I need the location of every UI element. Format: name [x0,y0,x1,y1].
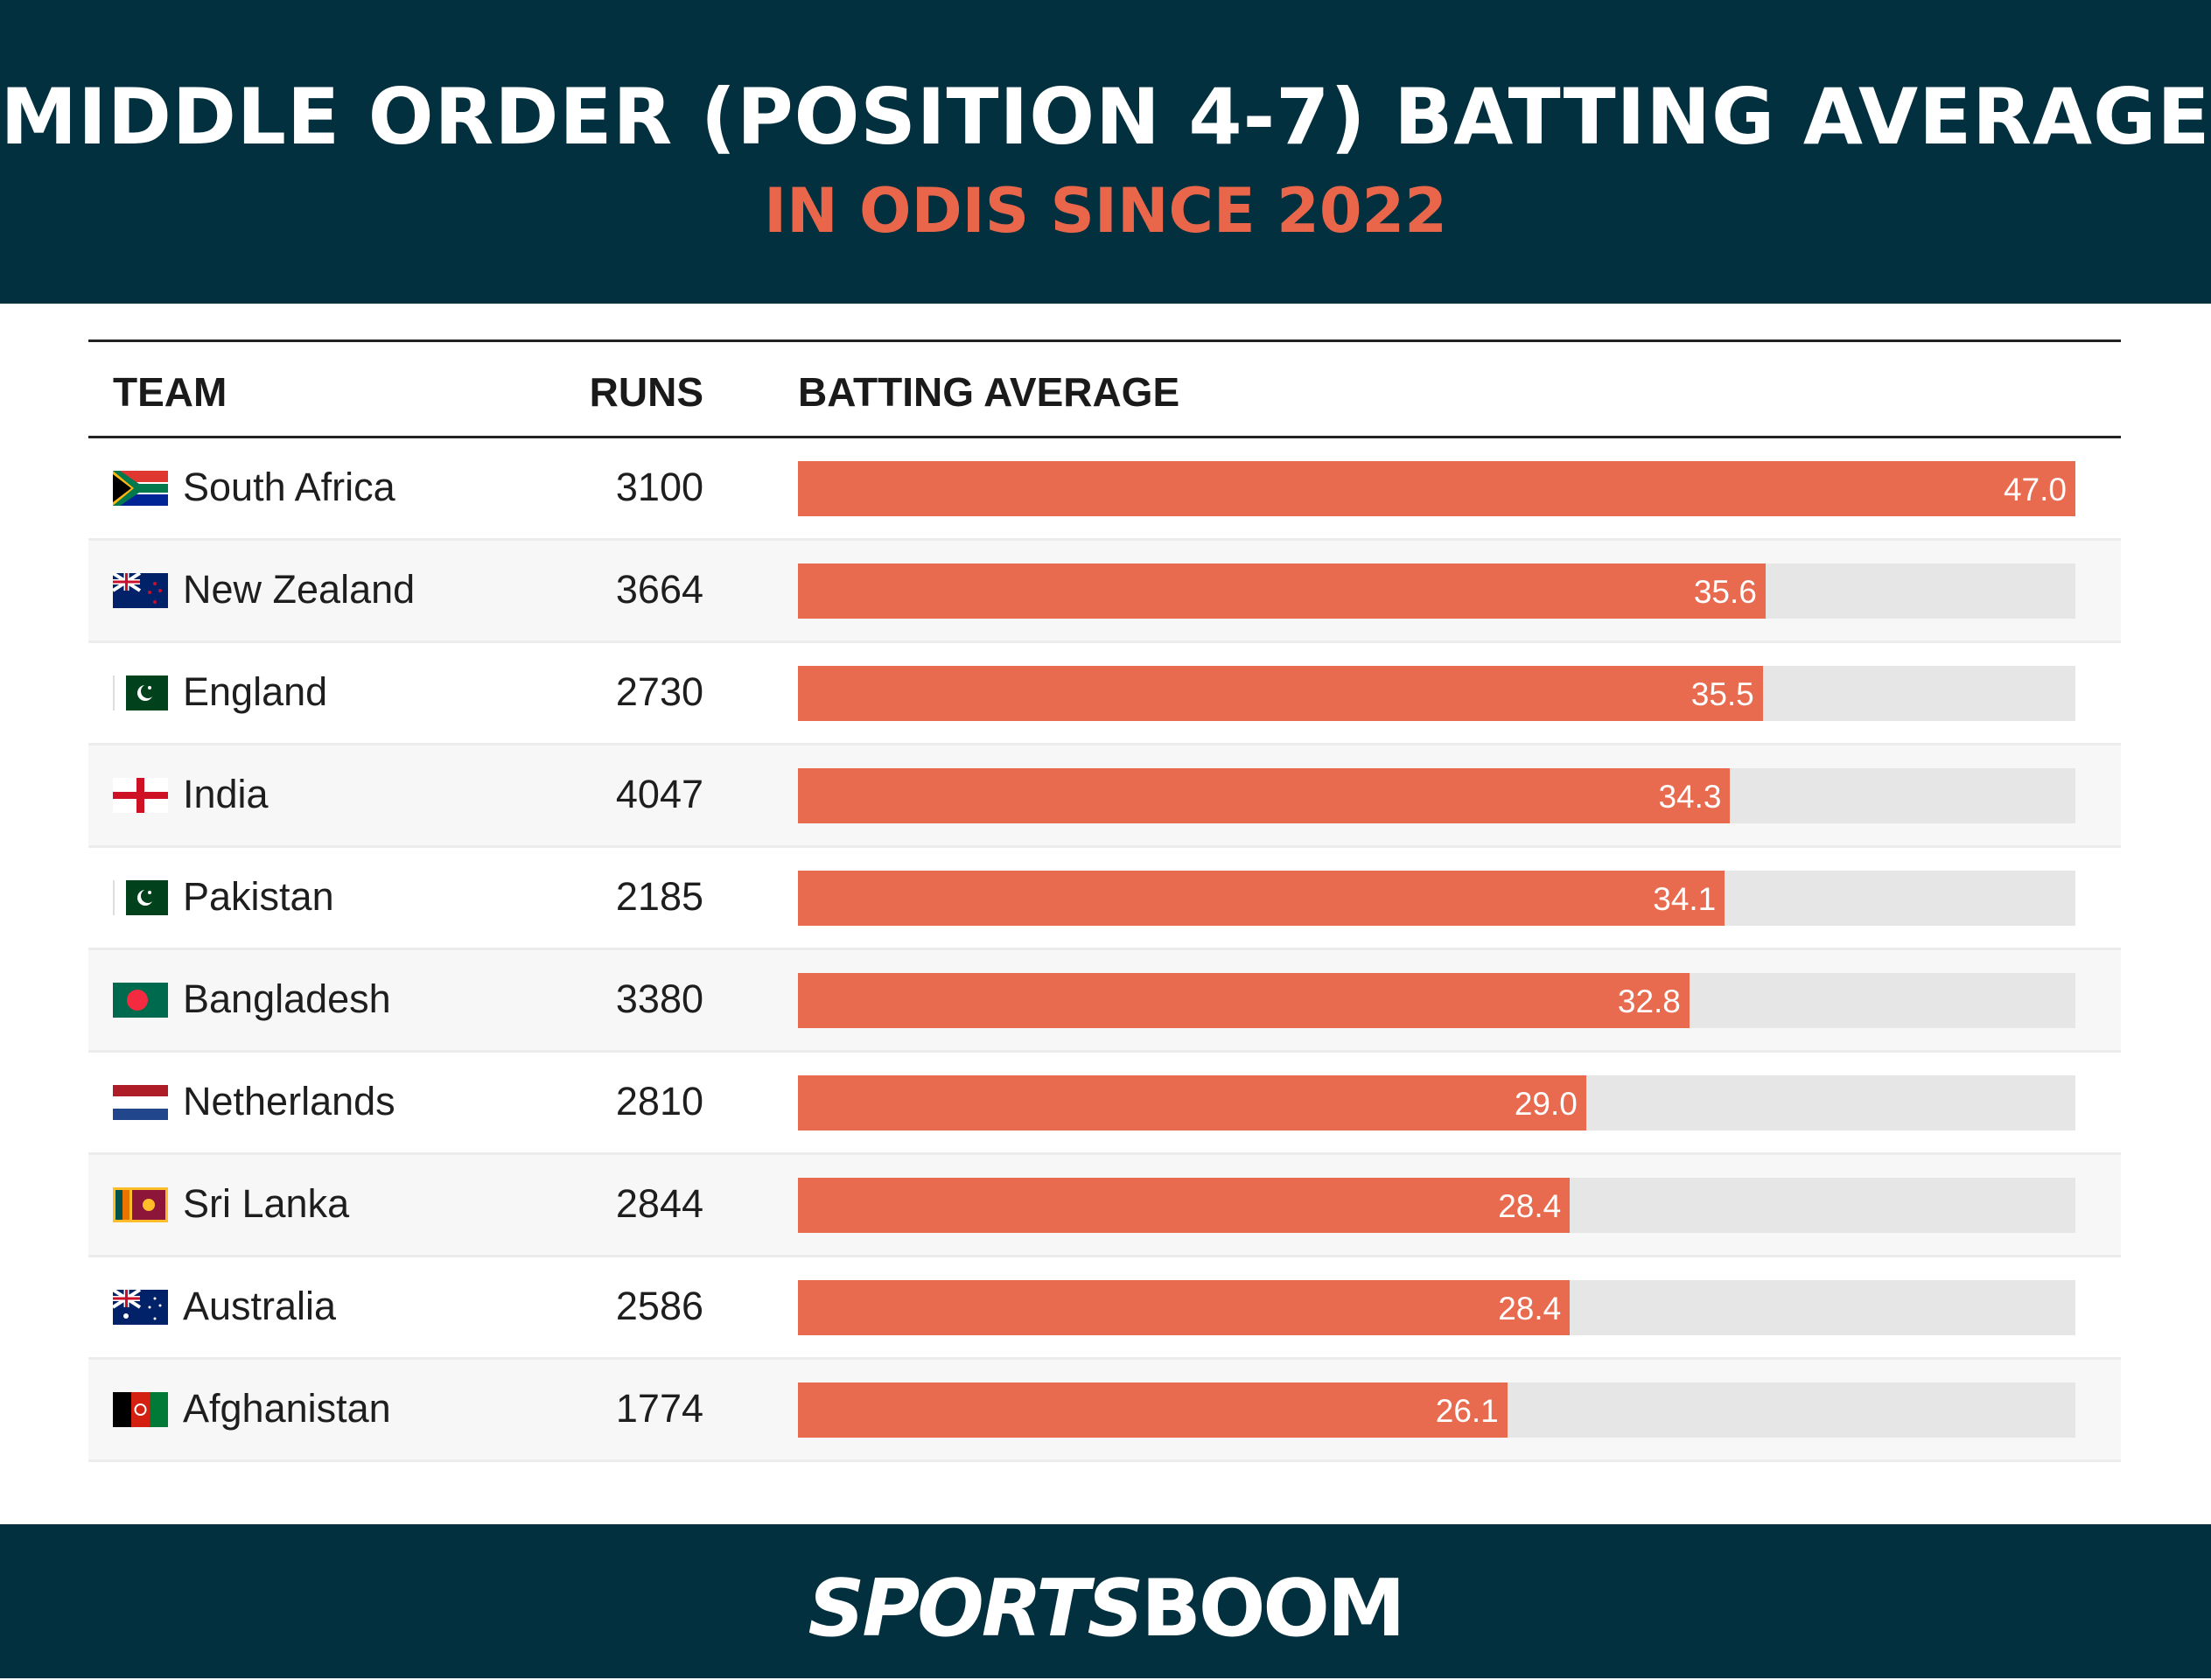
runs-value: 3100 [615,465,703,509]
average-bar: 34.3 [798,768,1731,823]
runs-value: 2730 [615,669,703,714]
average-bar: 35.6 [798,564,1766,619]
stats-table: TEAM RUNS BATTING AVERAGE South Africa 3… [88,340,2121,1462]
england-flag-icon [113,778,168,813]
average-label: 35.6 [1693,574,1757,610]
runs-value: 3664 [615,567,703,612]
team-name: Sri Lanka [183,1181,350,1226]
bar-track: 34.3 [798,768,2075,823]
bar-track: 28.4 [798,1280,2075,1335]
average-bar: 34.1 [798,871,1725,926]
team-name: South Africa [183,465,395,509]
runs-value: 4047 [615,772,703,816]
average-label: 26.1 [1435,1393,1499,1429]
team-name: England [183,669,328,714]
runs-value: 2844 [615,1181,703,1226]
table-row: Afghanistan 1774 26.1 [88,1360,2121,1462]
average-bar: 35.5 [798,666,1763,721]
pakistan-flag-icon [113,676,168,710]
team-name: Afghanistan [183,1386,391,1431]
netherlands-flag-icon [113,1085,168,1120]
average-label: 32.8 [1617,984,1681,1019]
column-header-runs: RUNS [589,369,703,415]
team-name: New Zealand [183,567,416,612]
average-bar: 29.0 [798,1075,1586,1130]
table-row: Australia 2586 28.4 [88,1257,2121,1360]
page-title: MIDDLE ORDER (POSITION 4-7) BATTING AVER… [0,72,2211,162]
average-label: 29.0 [1514,1086,1578,1122]
bar-track: 32.8 [798,973,2075,1028]
table-row: South Africa 3100 47.0 [88,438,2121,541]
header: MIDDLE ORDER (POSITION 4-7) BATTING AVER… [0,0,2211,304]
south-africa-flag-icon [113,471,168,506]
page-subtitle: IN ODIS SINCE 2022 [764,175,1447,247]
team-name: Bangladesh [183,976,391,1021]
average-bar: 47.0 [798,461,2075,516]
average-label: 28.4 [1498,1188,1562,1224]
team-name: India [183,772,269,816]
divider [88,340,2121,342]
runs-value: 1774 [615,1386,703,1431]
column-header-team: TEAM [113,369,227,415]
table-row: New Zealand 3664 35.6 [88,541,2121,643]
bar-track: 28.4 [798,1178,2075,1233]
table-header: TEAM RUNS BATTING AVERAGE [88,342,2121,438]
australia-flag-icon [113,1290,168,1325]
runs-value: 2810 [615,1079,703,1124]
table-row: Sri Lanka 2844 28.4 [88,1155,2121,1257]
column-header-average: BATTING AVERAGE [798,369,1180,415]
bar-track: 35.5 [798,666,2075,721]
sportsboom-logo: SPORTSBOOM [808,1563,1406,1655]
average-bar: 26.1 [798,1382,1508,1438]
bar-track: 26.1 [798,1382,2075,1438]
pakistan-flag-icon [113,880,168,915]
average-label: 34.1 [1653,881,1717,917]
bar-track: 47.0 [798,461,2075,516]
runs-value: 2185 [615,874,703,919]
bar-track: 34.1 [798,871,2075,926]
average-label: 35.5 [1690,676,1754,712]
average-bar: 32.8 [798,973,1690,1028]
new-zealand-flag-icon [113,573,168,608]
bar-track: 29.0 [798,1075,2075,1130]
bar-track: 35.6 [798,564,2075,619]
table-row: Netherlands 2810 29.0 [88,1053,2121,1155]
average-label: 28.4 [1498,1291,1562,1326]
average-label: 47.0 [2003,472,2067,508]
afghanistan-flag-icon [113,1392,168,1427]
average-bar: 28.4 [798,1178,1571,1233]
table-row: Pakistan 2185 34.1 [88,848,2121,950]
team-name: Australia [183,1284,337,1328]
footer: SPORTSBOOM [0,1524,2211,1678]
team-name: Netherlands [183,1079,395,1124]
runs-value: 3380 [615,976,703,1021]
average-label: 34.3 [1658,779,1722,815]
runs-value: 2586 [615,1284,703,1328]
average-bar: 28.4 [798,1280,1571,1335]
table-row: Bangladesh 3380 32.8 [88,950,2121,1053]
team-name: Pakistan [183,874,334,919]
bangladesh-flag-icon [113,983,168,1018]
sri-lanka-flag-icon [113,1187,168,1222]
table-row: India 4047 34.3 [88,746,2121,848]
table-row: England 2730 35.5 [88,643,2121,746]
